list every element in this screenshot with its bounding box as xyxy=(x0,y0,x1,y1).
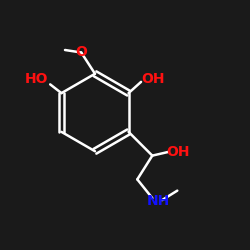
Text: OH: OH xyxy=(141,72,165,86)
Text: NH: NH xyxy=(146,194,170,207)
Text: HO: HO xyxy=(25,72,48,86)
Text: O: O xyxy=(75,46,87,60)
Text: OH: OH xyxy=(166,145,190,159)
